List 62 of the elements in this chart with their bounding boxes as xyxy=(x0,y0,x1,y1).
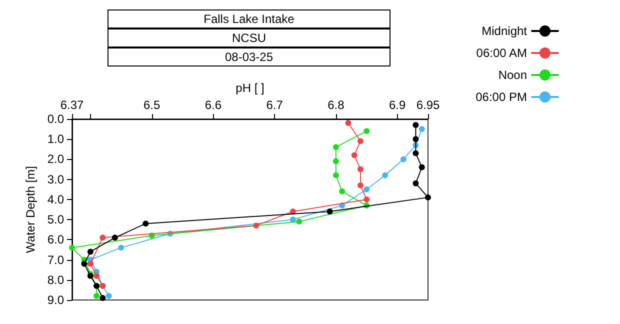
y-axis-title: Water Depth [m] xyxy=(23,166,38,253)
x-tick-label: 6.37 xyxy=(60,98,84,112)
point xyxy=(412,122,419,128)
x-tick-label: 6.6 xyxy=(204,98,222,112)
legend-label: 06:00 AM xyxy=(476,46,527,60)
y-tick-label: 4.0 xyxy=(47,192,64,206)
x-tick-label: 6.7 xyxy=(266,98,284,112)
point xyxy=(351,152,358,158)
point xyxy=(364,196,370,202)
point xyxy=(94,292,100,299)
point xyxy=(296,218,302,225)
point xyxy=(364,186,370,192)
y-tick-label: 3.0 xyxy=(47,172,64,186)
point xyxy=(112,234,118,241)
point xyxy=(106,292,112,299)
point xyxy=(100,234,106,241)
point xyxy=(357,182,364,188)
point xyxy=(87,248,94,255)
point xyxy=(364,128,370,134)
point xyxy=(339,188,346,194)
y-tick-label: 7.0 xyxy=(47,252,64,267)
point xyxy=(332,172,339,178)
x-axis-title: pH [ ] xyxy=(236,81,264,96)
y-tick-label: 8.0 xyxy=(47,272,64,287)
y-tick-label: 6.0 xyxy=(47,232,64,247)
x-tick-label: 6.8 xyxy=(328,98,345,112)
chart-subtitle: NCSU xyxy=(232,31,266,45)
point xyxy=(357,166,364,172)
legend-label: Midnight xyxy=(482,24,528,38)
point xyxy=(87,260,94,267)
point xyxy=(412,150,419,156)
legend-label: Noon xyxy=(498,68,527,82)
text: 08-03-25 xyxy=(224,50,274,64)
point xyxy=(69,244,75,251)
point xyxy=(418,164,425,170)
point xyxy=(253,222,260,229)
x-tick-label: 6.9 xyxy=(388,98,406,112)
y-tick-label: 0.0 xyxy=(47,112,64,126)
point xyxy=(94,272,100,279)
x-tick-label: 6.5 xyxy=(143,98,160,112)
point xyxy=(142,220,149,227)
point xyxy=(81,260,88,267)
y-tick-label: 9.0 xyxy=(47,293,64,307)
point xyxy=(326,208,333,215)
point xyxy=(345,120,352,126)
point xyxy=(118,244,124,251)
y-tick-label: 5.0 xyxy=(47,212,64,227)
point xyxy=(332,144,339,150)
point xyxy=(400,156,406,162)
chart-title: Falls Lake Intake xyxy=(204,12,295,26)
point xyxy=(425,194,431,200)
x-tick-label: 6.95 xyxy=(416,98,440,112)
point xyxy=(357,138,364,144)
point xyxy=(412,136,419,142)
point xyxy=(332,158,339,164)
y-tick-label: 1.0 xyxy=(47,132,64,146)
legend-label: 06:00 PM xyxy=(476,90,527,104)
point xyxy=(100,294,106,301)
point xyxy=(418,126,425,132)
y-tick-label: 2.0 xyxy=(47,152,64,166)
point xyxy=(382,172,388,178)
point xyxy=(412,180,419,186)
